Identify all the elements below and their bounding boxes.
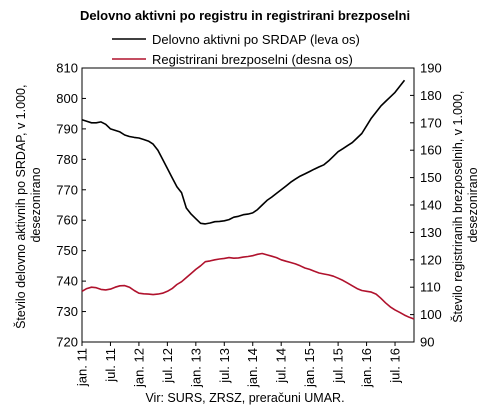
left-tick-label: 760 bbox=[56, 213, 78, 228]
right-tick-label: 190 bbox=[420, 61, 442, 76]
left-tick-label: 750 bbox=[56, 243, 78, 258]
right-tick-label: 150 bbox=[420, 170, 442, 185]
series-line-employed bbox=[81, 79, 406, 225]
right-tick-label: 160 bbox=[420, 143, 442, 158]
x-tick-label: jul. 13 bbox=[217, 348, 232, 384]
right-tick-label: 120 bbox=[420, 252, 442, 267]
left-tick-label: 770 bbox=[56, 182, 78, 197]
x-tick-label: jan. 12 bbox=[131, 348, 146, 388]
right-tick-label: 90 bbox=[420, 335, 434, 350]
x-tick-label: jul. 14 bbox=[274, 348, 289, 384]
left-tick-label: 800 bbox=[56, 91, 78, 106]
left-tick-label: 720 bbox=[56, 335, 78, 350]
x-tick-label: jan. 16 bbox=[359, 348, 374, 388]
left-tick-label: 780 bbox=[56, 152, 78, 167]
x-tick-label: jan. 11 bbox=[75, 348, 90, 387]
right-tick-label: 140 bbox=[420, 198, 442, 213]
left-axis-label: Število delovno aktivnih po SRDAP, v 1.0… bbox=[13, 81, 43, 329]
x-tick-label: jul. 16 bbox=[388, 348, 403, 384]
right-axis-label-line-2: desezonirano bbox=[466, 167, 480, 242]
left-axis-ticks: 720 730 740 750 760 770 780 790 800 810 bbox=[56, 61, 86, 350]
x-tick-label: jan. 15 bbox=[302, 348, 317, 388]
left-tick-label: 740 bbox=[56, 274, 78, 289]
series-layer bbox=[81, 79, 415, 320]
x-tick-label: jul. 12 bbox=[160, 348, 175, 384]
x-axis-ticks: jan. 11 jul. 11 jan. 12 jul. 12 jan. 13 jul. … bbox=[75, 342, 403, 388]
right-tick-label: 130 bbox=[420, 225, 442, 240]
plot-area bbox=[81, 67, 415, 343]
x-tick-label: jan. 14 bbox=[245, 348, 260, 388]
right-axis-label: Število registriranih brezposelnih, v 1.… bbox=[450, 87, 480, 323]
source-note: Vir: SURS, ZRSZ, preračuni UMAR. bbox=[145, 391, 344, 405]
plot-border bbox=[81, 67, 415, 343]
x-tick-label: jul. 15 bbox=[331, 348, 346, 384]
right-tick-label: 100 bbox=[420, 307, 442, 322]
left-tick-label: 730 bbox=[56, 304, 78, 319]
legend-label-unemployed: Registrirani brezposelni (desna os) bbox=[152, 52, 353, 67]
left-axis-label-line-1: Število delovno aktivnih po SRDAP, v 1.0… bbox=[13, 85, 28, 329]
right-axis-label-line-1: Število registriranih brezposelnih, v 1.… bbox=[450, 91, 465, 323]
chart-title: Delovno aktivni po registru in registrir… bbox=[80, 8, 410, 23]
legend: Delovno aktivni po SRDAP (leva os) Regis… bbox=[112, 32, 360, 67]
legend-label-employed: Delovno aktivni po SRDAP (leva os) bbox=[152, 32, 360, 47]
left-tick-label: 810 bbox=[56, 61, 78, 76]
right-tick-label: 180 bbox=[420, 88, 442, 103]
x-tick-label: jul. 11 bbox=[103, 348, 118, 383]
right-tick-label: 110 bbox=[420, 280, 441, 295]
series-line-unemployed bbox=[81, 252, 415, 320]
right-axis-ticks: 90 100 110 120 130 140 150 160 170 180 190 bbox=[410, 61, 442, 350]
left-axis-label-line-2: desezonirano bbox=[29, 167, 43, 242]
right-tick-label: 170 bbox=[420, 115, 442, 130]
x-tick-label: jan. 13 bbox=[188, 348, 203, 388]
left-tick-label: 790 bbox=[56, 121, 78, 136]
